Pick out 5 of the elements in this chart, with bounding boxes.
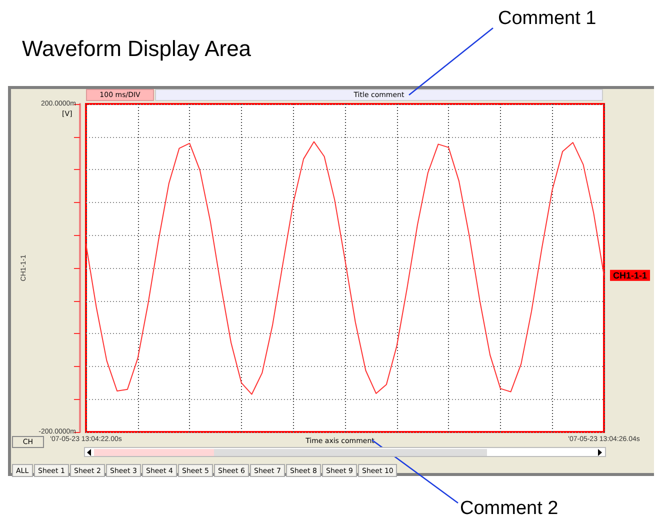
text: Comment 1	[498, 8, 596, 30]
text: Comment 2	[460, 498, 558, 520]
chart-title: Waveform Display Area	[22, 36, 252, 62]
line-series	[86, 141, 604, 395]
series-label: CH1-1-1	[613, 270, 648, 280]
